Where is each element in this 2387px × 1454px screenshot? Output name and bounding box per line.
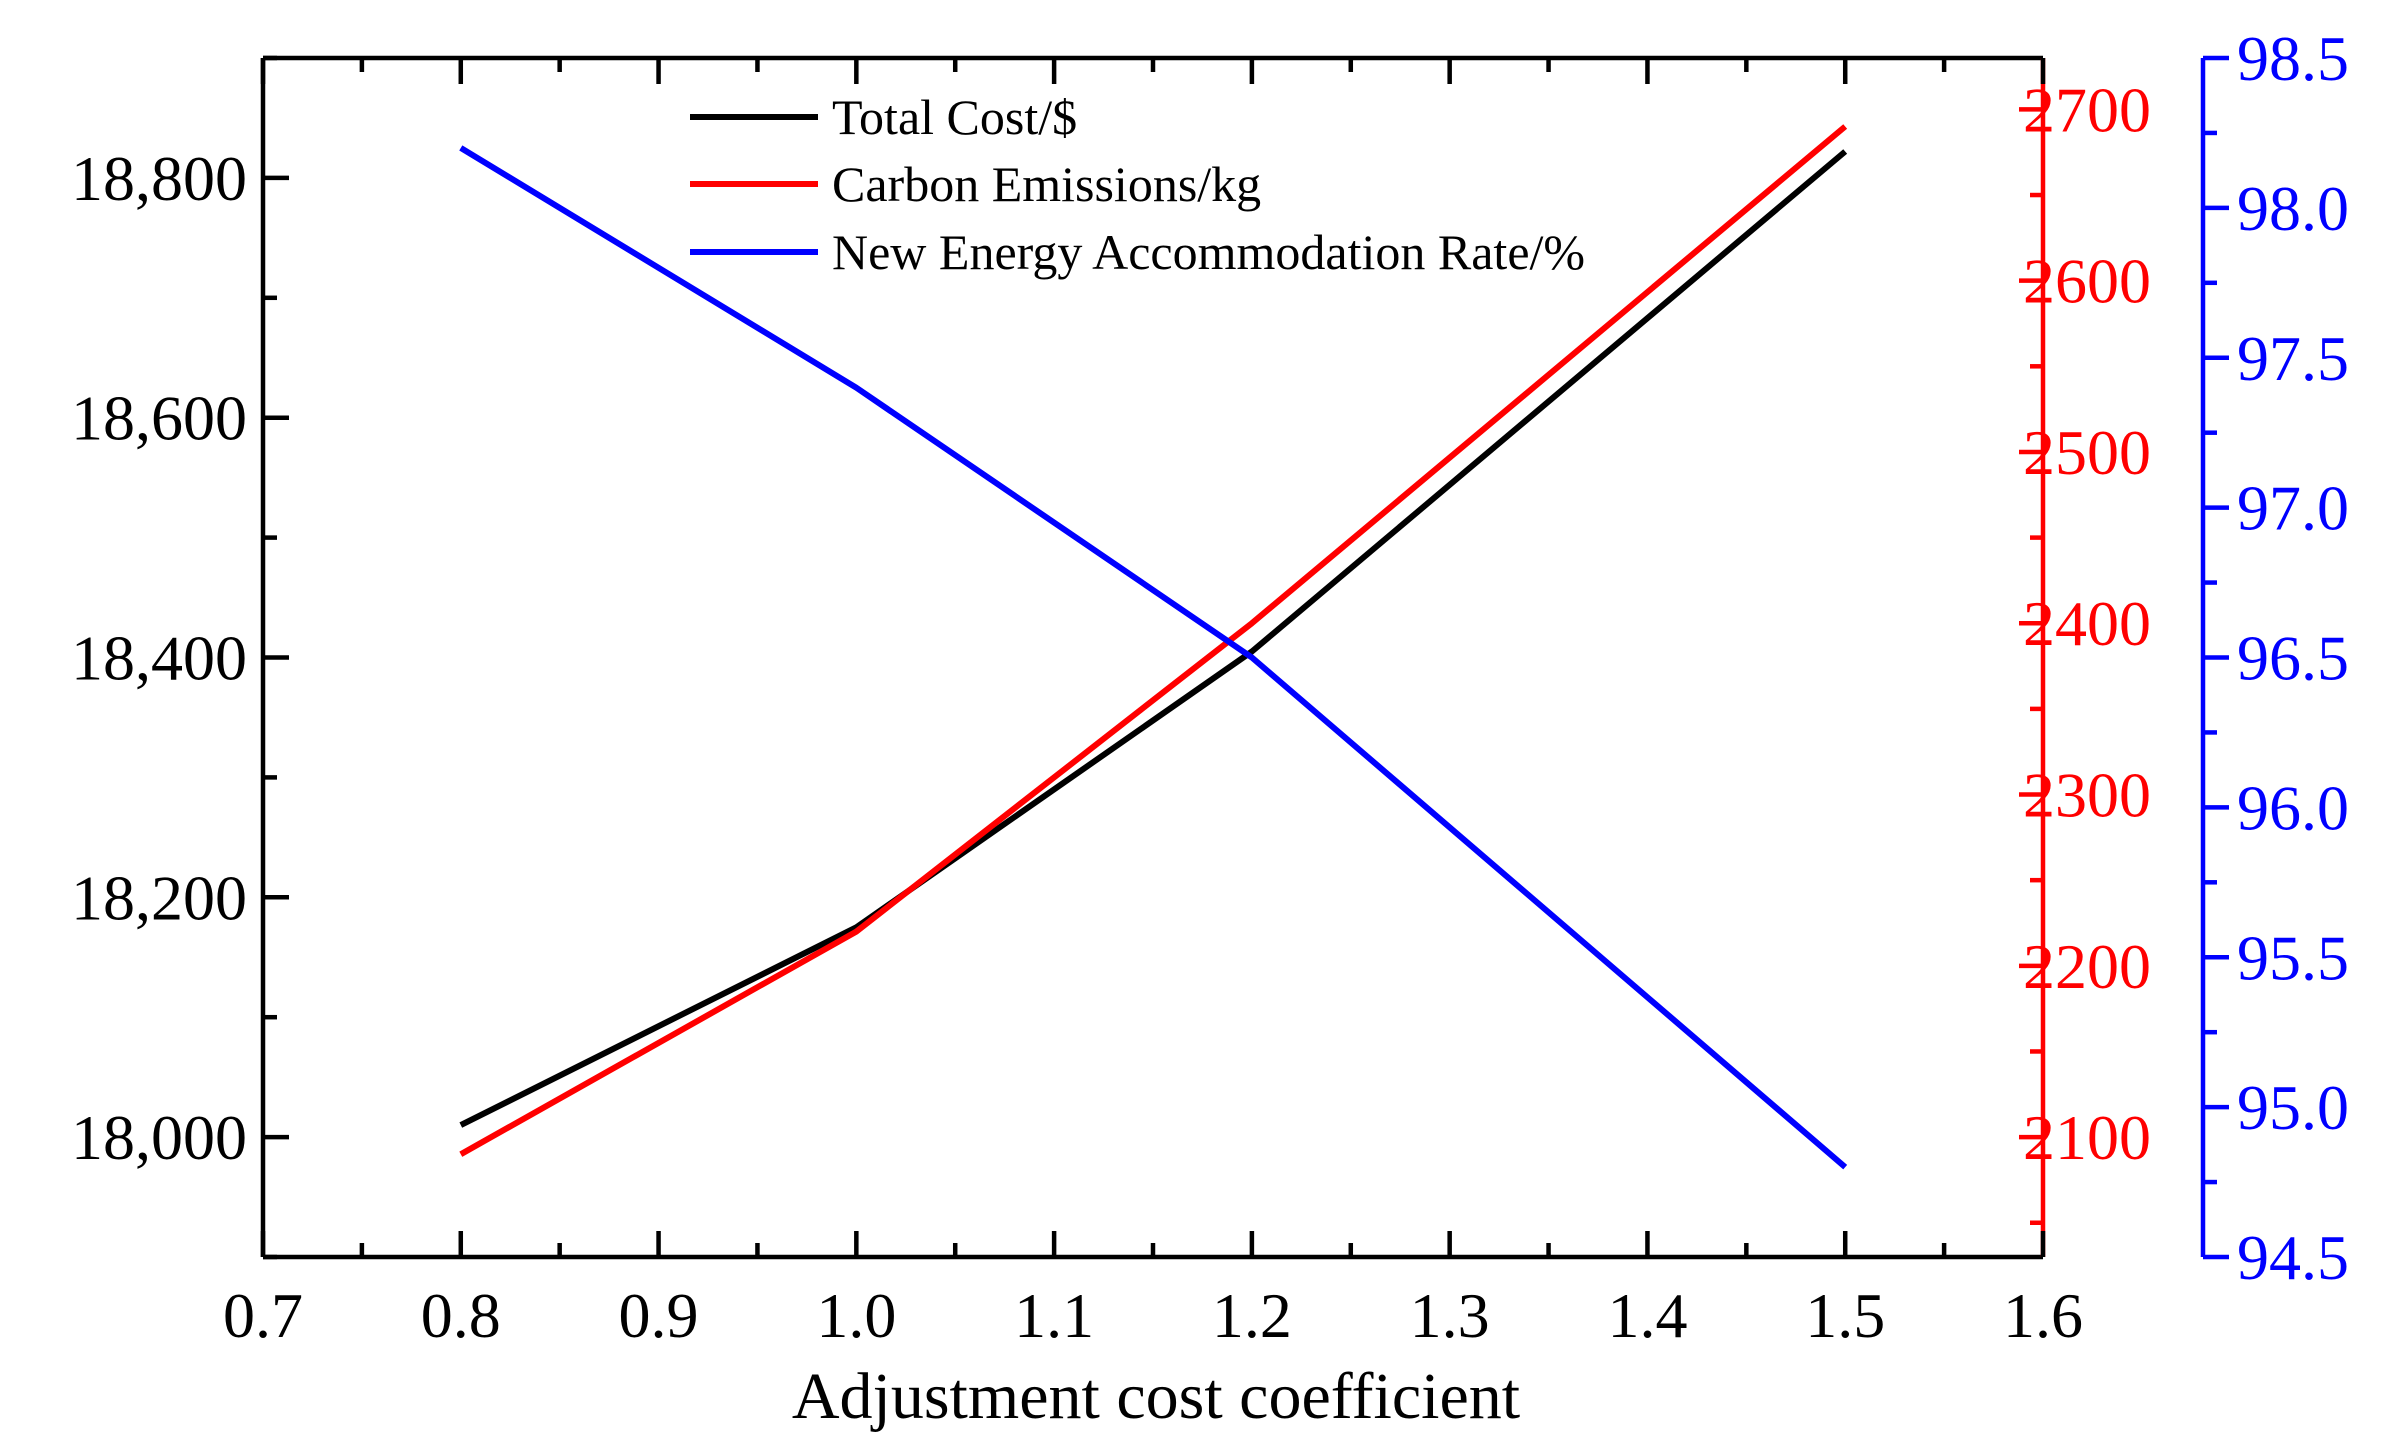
carbon-y-tick-label: 2100 bbox=[2023, 1102, 2151, 1173]
accommodation-y-tick-label: 98.5 bbox=[2237, 23, 2349, 94]
x-tick-label: 1.2 bbox=[1212, 1280, 1292, 1351]
legend: Total Cost/$ Carbon Emissions/kg New Energ… bbox=[690, 89, 1585, 280]
carbon-y-tick-label: 2200 bbox=[2023, 931, 2151, 1002]
left-y-tick-label: 18,400 bbox=[71, 623, 247, 694]
legend-label-1: Total Cost/$ bbox=[832, 89, 1077, 145]
x-axis-title: Adjustment cost coefficient bbox=[792, 1360, 1520, 1433]
accommodation-y-tick-label: 97.0 bbox=[2237, 473, 2349, 544]
accommodation-y-tick-label: 95.5 bbox=[2237, 922, 2349, 993]
series-line-2 bbox=[459, 124, 1848, 1157]
right-y-axis-carbon: 2100 2200 2300 2400 2500 2600 2700 bbox=[2019, 74, 2151, 1225]
carbon-y-tick-label: 2600 bbox=[2023, 246, 2151, 317]
carbon-y-tick-label: 2700 bbox=[2023, 74, 2151, 145]
series-line-3 bbox=[459, 145, 1848, 1170]
accommodation-y-tick-label: 98.0 bbox=[2237, 173, 2349, 244]
accommodation-y-tick-label: 96.5 bbox=[2237, 623, 2349, 694]
x-tick-label: 0.8 bbox=[421, 1280, 501, 1351]
accommodation-y-tick-label: 96.0 bbox=[2237, 772, 2349, 843]
carbon-y-tick-label: 2500 bbox=[2023, 417, 2151, 488]
x-tick-label: 1.0 bbox=[816, 1280, 896, 1351]
left-y-tick-label: 18,200 bbox=[71, 862, 247, 933]
x-axis: 0.7 0.8 0.9 1.0 1.1 1.2 1.3 1.4 1.5 1.6 bbox=[223, 58, 2083, 1351]
left-y-tick-label: 18,600 bbox=[71, 383, 247, 454]
legend-label-2: Carbon Emissions/kg bbox=[832, 156, 1261, 212]
x-tick-label: 0.9 bbox=[619, 1280, 699, 1351]
accommodation-y-tick-label: 94.5 bbox=[2237, 1222, 2349, 1293]
x-tick-label: 1.4 bbox=[1607, 1280, 1687, 1351]
left-y-tick-label: 18,000 bbox=[71, 1102, 247, 1173]
accommodation-y-tick-label: 97.5 bbox=[2237, 323, 2349, 394]
x-tick-label: 1.6 bbox=[2003, 1280, 2083, 1351]
series-lines bbox=[459, 124, 1848, 1170]
x-tick-label: 1.1 bbox=[1014, 1280, 1094, 1351]
right-y-axis-accommodation: 94.5 95.0 95.5 96.0 96.5 97.0 97.5 98.0 98.5 bbox=[2200, 23, 2349, 1293]
left-y-tick-label: 18,800 bbox=[71, 143, 247, 214]
series-line-1 bbox=[459, 149, 1848, 1128]
legend-label-3: New Energy Accommodation Rate/% bbox=[832, 224, 1585, 280]
left-y-axis: 18,000 18,200 18,400 18,600 18,800 bbox=[71, 55, 289, 1260]
carbon-y-tick-label: 2400 bbox=[2023, 588, 2151, 659]
x-tick-label: 0.7 bbox=[223, 1280, 303, 1351]
accommodation-y-tick-label: 95.0 bbox=[2237, 1072, 2349, 1143]
x-tick-label: 1.5 bbox=[1805, 1280, 1885, 1351]
carbon-y-tick-label: 2300 bbox=[2023, 760, 2151, 831]
x-tick-label: 1.3 bbox=[1410, 1280, 1490, 1351]
